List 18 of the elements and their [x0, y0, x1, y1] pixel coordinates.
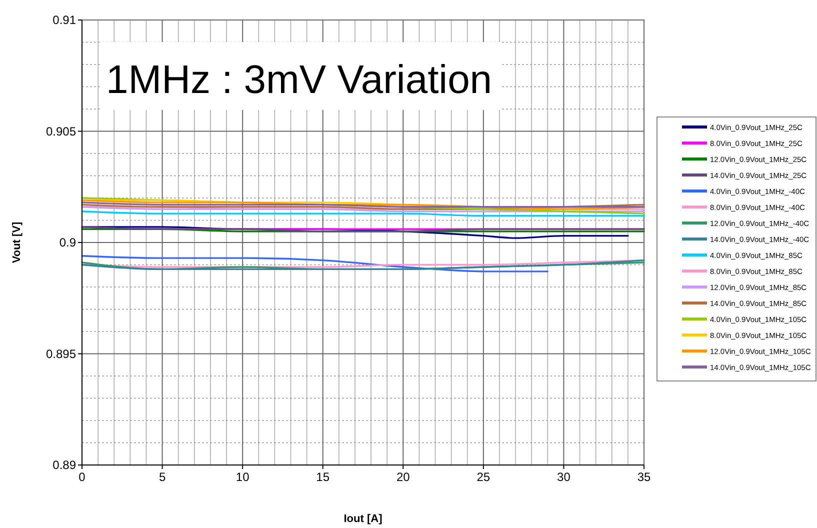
y-tick-label: 0.905 — [46, 124, 76, 138]
text: 1MHz : 3mV Variation — [106, 58, 492, 102]
x-tick-label: 10 — [236, 470, 250, 484]
x-tick-label: 25 — [476, 470, 490, 484]
x-tick-label: 15 — [316, 470, 330, 484]
x-tick-label: 5 — [158, 470, 166, 484]
line-series — [81, 259, 645, 270]
y-axis-title: Vout [V] — [11, 221, 23, 264]
x-tick-label: 30 — [557, 470, 571, 484]
x-tick-label: 35 — [637, 470, 651, 484]
y-tick-label: 0.895 — [46, 346, 76, 361]
y-tick-label: 0.91 — [52, 13, 76, 27]
x-tick-label: 20 — [396, 470, 410, 484]
x-axis-title: Iout [A] — [344, 513, 383, 525]
line-series — [81, 255, 549, 272]
y-tick-label: 0.89 — [52, 458, 76, 472]
x-tick-label: 0 — [78, 470, 86, 484]
y-tick-label: 0.9 — [59, 236, 76, 250]
